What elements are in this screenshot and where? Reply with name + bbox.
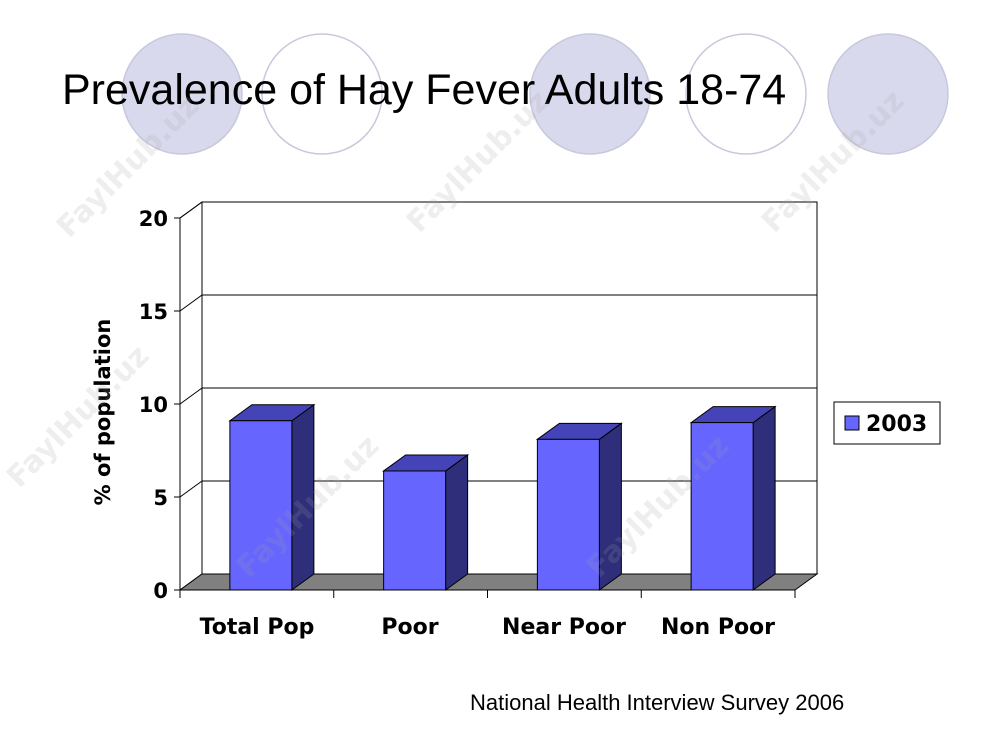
bar — [382, 453, 470, 591]
x-category-label: Non Poor — [661, 615, 775, 640]
y-axis-ticks: 0 5 10 15 20 — [139, 207, 168, 603]
legend-label: 2003 — [866, 412, 927, 437]
bar-front — [690, 422, 754, 591]
decor-circle — [261, 33, 383, 155]
side-wall-line — [179, 387, 203, 405]
decor-circle — [827, 33, 949, 155]
source-note: National Health Interview Survey 2006 — [470, 690, 845, 715]
bar — [689, 405, 777, 591]
side-wall-line — [179, 201, 203, 219]
slide-title: Prevalence of Hay Fever Adults 18-74 — [62, 66, 787, 114]
bar-front — [536, 438, 600, 591]
x-category-label: Total Pop — [200, 615, 315, 640]
decor-circle — [529, 33, 651, 155]
y-tick-label: 20 — [139, 207, 168, 231]
bar — [228, 403, 316, 591]
bar-front — [383, 470, 447, 591]
x-category-label: Near Poor — [502, 615, 626, 640]
y-tick-label: 0 — [153, 579, 168, 603]
bar-side — [445, 453, 469, 591]
x-axis-labels: Total Pop Poor Near Poor Non Poor — [200, 615, 776, 640]
side-wall-line — [179, 294, 203, 312]
legend-swatch — [844, 415, 860, 431]
bar-side — [291, 403, 315, 591]
bar-side — [752, 405, 776, 591]
bar — [535, 422, 623, 591]
bar-front — [229, 420, 293, 591]
y-tick-label: 15 — [139, 300, 168, 324]
y-tick-label: 10 — [139, 393, 168, 417]
bars — [228, 403, 777, 591]
y-axis-title: % of population — [91, 319, 115, 506]
y-tick-label: 5 — [153, 486, 168, 510]
decor-circle — [685, 33, 807, 155]
legend: 2003 — [833, 401, 941, 445]
side-wall-line — [179, 480, 203, 498]
x-category-label: Poor — [381, 615, 438, 640]
decor-circle — [121, 33, 243, 155]
decorative-circles — [121, 33, 949, 155]
bar-side — [598, 422, 622, 591]
